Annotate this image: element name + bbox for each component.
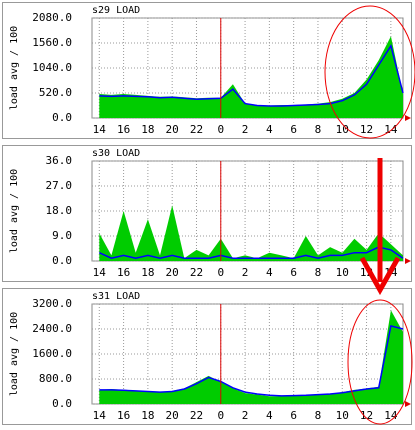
y-tick-label: 800.0 — [39, 372, 72, 385]
graph-panel: s30 LOAD load avg / 100 0.0 9.0 18.0 27.0 36.0… — [2, 145, 412, 282]
x-tick-label: 10 — [336, 409, 349, 422]
x-tick-label: 4 — [266, 266, 273, 279]
x-tick-label: 10 — [336, 266, 349, 279]
y-tick-label: 0.0 — [52, 254, 72, 267]
x-tick-label: 22 — [190, 266, 203, 279]
y-axis-label: load avg / 100 — [9, 312, 20, 396]
y-tick-label: 1560.0 — [32, 36, 72, 49]
y-tick-label: 2400.0 — [32, 322, 72, 335]
x-tick-label: 16 — [117, 123, 130, 136]
x-tick-label: 18 — [141, 123, 154, 136]
x-tick-label: 16 — [117, 409, 130, 422]
graph-title: s29 LOAD — [92, 5, 140, 16]
pointer-arrowhead — [359, 256, 401, 296]
y-axis-label: load avg / 100 — [9, 26, 20, 110]
x-tick-label: 18 — [141, 266, 154, 279]
x-tick-label: 8 — [315, 123, 322, 136]
axis-arrow — [405, 258, 411, 264]
x-tick-label: 22 — [190, 123, 203, 136]
x-tick-label: 0 — [217, 409, 224, 422]
axis-arrow — [405, 115, 411, 121]
x-tick-label: 0 — [217, 266, 224, 279]
x-tick-label: 20 — [166, 409, 179, 422]
x-tick-label: 2 — [242, 123, 249, 136]
x-tick-label: 14 — [384, 409, 398, 422]
x-tick-label: 20 — [166, 123, 179, 136]
graph-panel: s29 LOAD load avg / 100 0.0 520.0 1040.0 1560… — [2, 2, 412, 139]
y-tick-label: 0.0 — [52, 111, 72, 124]
x-tick-label: 10 — [336, 123, 349, 136]
load-area — [99, 205, 404, 261]
load-line — [99, 44, 404, 107]
x-tick-label: 2 — [242, 409, 249, 422]
annotations — [324, 5, 415, 425]
y-tick-label: 18.0 — [46, 204, 73, 217]
x-tick-label: 4 — [266, 409, 273, 422]
y-tick-label: 36.0 — [46, 154, 73, 167]
graph-title: s31 LOAD — [92, 291, 140, 302]
highlight-circle — [324, 5, 415, 139]
y-axis-label: load avg / 100 — [9, 169, 20, 253]
y-tick-label: 1040.0 — [32, 61, 72, 74]
y-tick-label: 520.0 — [39, 86, 72, 99]
load-line — [98, 246, 404, 259]
x-tick-label: 20 — [166, 266, 179, 279]
y-tick-label: 0.0 — [52, 397, 72, 410]
x-tick-label: 14 — [93, 266, 107, 279]
x-tick-label: 0 — [217, 123, 224, 136]
y-tick-label: 2080.0 — [32, 11, 72, 24]
x-tick-label: 18 — [141, 409, 154, 422]
y-tick-label: 27.0 — [46, 179, 73, 192]
x-tick-label: 6 — [290, 266, 297, 279]
x-tick-label: 2 — [242, 266, 249, 279]
x-tick-label: 16 — [117, 266, 130, 279]
highlight-circle — [347, 299, 413, 425]
y-tick-label: 1600.0 — [32, 347, 72, 360]
x-tick-label: 6 — [290, 123, 297, 136]
load-area — [99, 310, 404, 404]
x-tick-label: 8 — [315, 409, 322, 422]
x-tick-label: 14 — [93, 409, 107, 422]
y-tick-label: 9.0 — [52, 229, 72, 242]
graph-panel: s31 LOAD load avg / 100 0.0 800.0 1600.0 2400… — [2, 288, 412, 425]
x-tick-label: 14 — [93, 123, 107, 136]
axis-arrow — [405, 401, 411, 407]
x-tick-label: 8 — [315, 266, 322, 279]
x-tick-label: 6 — [290, 409, 297, 422]
x-tick-label: 12 — [360, 123, 373, 136]
graph-title: s30 LOAD — [92, 148, 140, 159]
x-tick-label: 12 — [360, 409, 373, 422]
x-tick-label: 4 — [266, 123, 273, 136]
load-line — [99, 324, 404, 397]
y-tick-label: 3200.0 — [32, 297, 72, 310]
x-tick-label: 22 — [190, 409, 203, 422]
